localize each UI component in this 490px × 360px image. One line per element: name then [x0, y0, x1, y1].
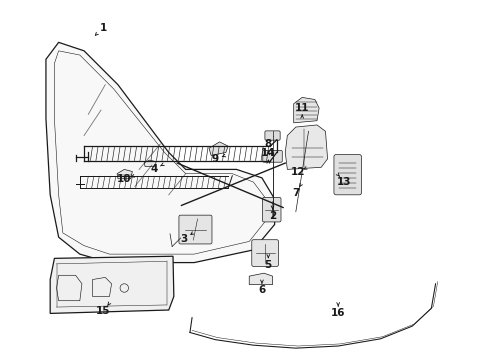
Polygon shape	[285, 125, 328, 170]
Text: 12: 12	[291, 167, 305, 176]
Text: 10: 10	[117, 174, 131, 184]
Text: 9: 9	[212, 154, 219, 164]
FancyBboxPatch shape	[265, 131, 280, 140]
Text: 2: 2	[269, 211, 276, 221]
FancyBboxPatch shape	[334, 154, 362, 195]
Text: 4: 4	[150, 165, 158, 174]
Polygon shape	[46, 42, 275, 262]
Text: 14: 14	[261, 148, 275, 158]
Polygon shape	[117, 170, 132, 179]
Polygon shape	[209, 142, 228, 156]
Polygon shape	[50, 256, 174, 314]
FancyBboxPatch shape	[179, 215, 212, 244]
Text: 16: 16	[331, 309, 345, 318]
FancyBboxPatch shape	[252, 240, 278, 266]
Text: 11: 11	[295, 103, 309, 113]
Text: 5: 5	[265, 260, 272, 270]
FancyBboxPatch shape	[263, 150, 282, 162]
Text: 15: 15	[96, 306, 110, 316]
Text: 1: 1	[99, 23, 107, 32]
Text: 7: 7	[292, 188, 299, 198]
Text: 13: 13	[337, 177, 352, 187]
Text: 6: 6	[258, 285, 266, 295]
Polygon shape	[294, 98, 319, 123]
Text: 3: 3	[180, 234, 187, 244]
FancyBboxPatch shape	[262, 197, 281, 222]
Text: 8: 8	[265, 139, 272, 149]
Polygon shape	[144, 160, 156, 166]
Polygon shape	[249, 273, 272, 285]
